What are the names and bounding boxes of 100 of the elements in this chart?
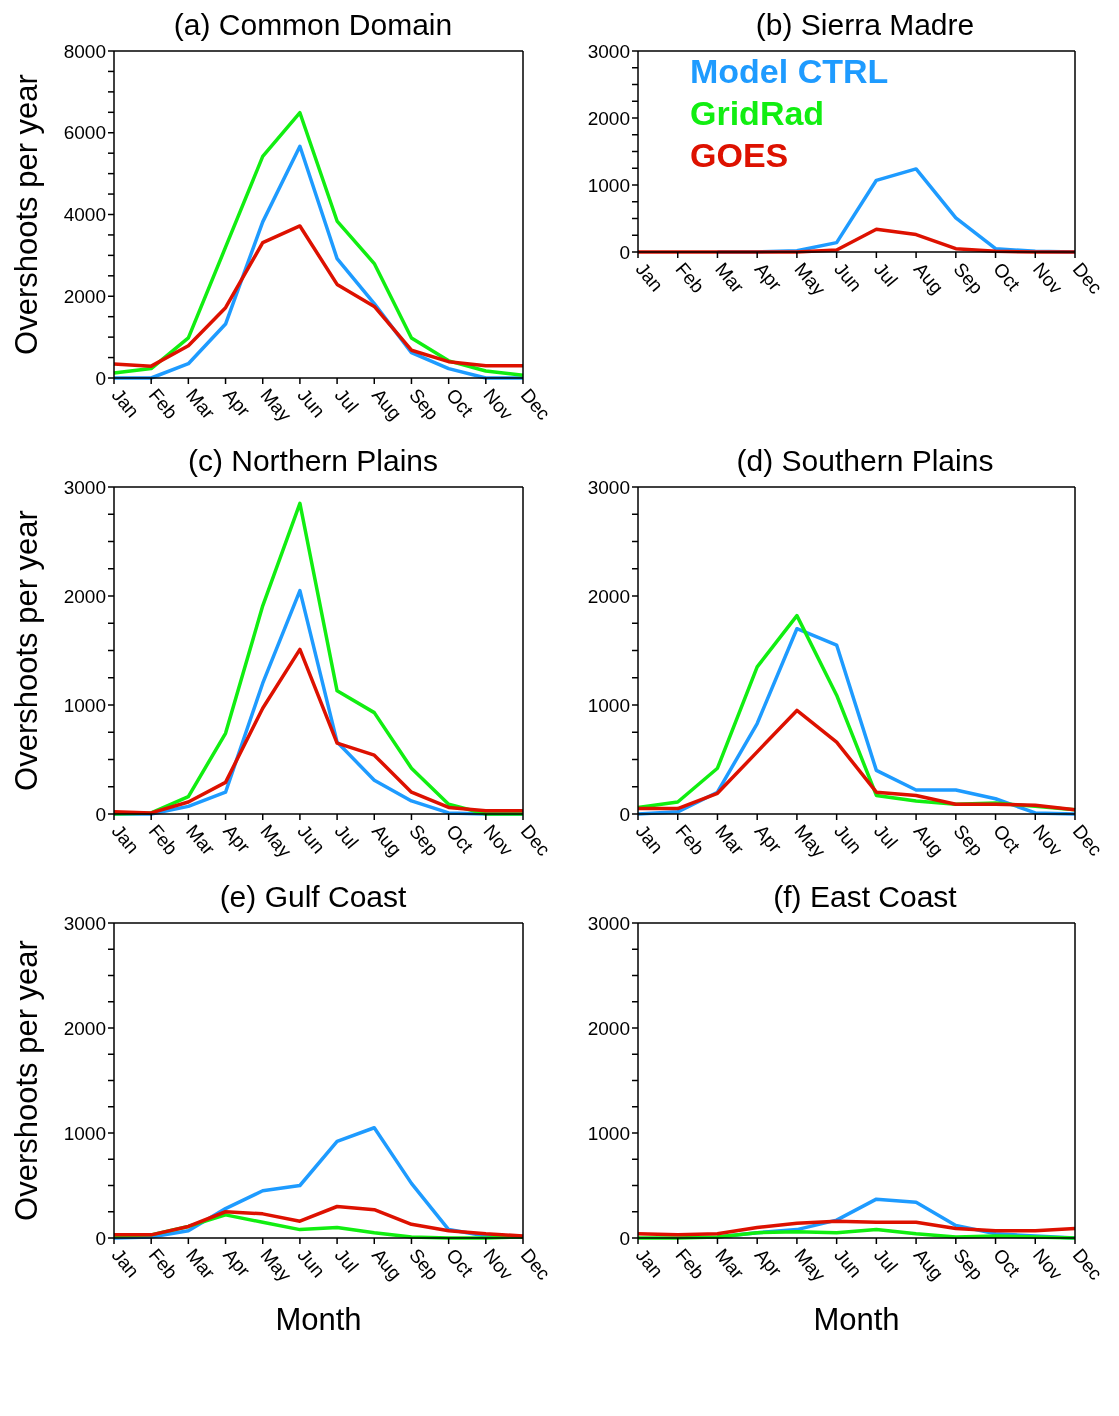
x-tick-label: Jun [830,820,867,858]
x-tick-label: Aug [909,258,948,298]
x-tick-label: Aug [367,1244,406,1284]
y-tick-label: 3000 [63,476,106,498]
x-tick-label: Jan [631,258,668,296]
x-tick-label: Jul [869,820,902,853]
y-axis-title: Overshoots per year [9,74,45,355]
x-tick-label: Feb [144,1244,182,1284]
x-tick-label: Jul [869,1244,902,1277]
x-tick-label: Dec [1068,820,1107,860]
x-tick-label: Dec [1068,1244,1107,1284]
x-tick-label: Jan [631,1244,668,1282]
y-tick-label: 0 [95,367,106,389]
x-tick-label: Oct [989,258,1025,296]
x-tick-label: Aug [367,384,406,424]
text: Model CTRL [690,51,889,92]
x-tick-label: Sep [405,384,443,424]
x-tick-label: Feb [671,820,709,860]
x-tick-label: Jul [330,820,363,853]
y-tick-label: 2000 [63,285,106,307]
x-tick-label: Apr [750,820,787,858]
x-tick-label: Jul [869,258,902,291]
x-tick-label: Jun [293,820,330,858]
x-tick-label: Sep [949,258,988,298]
y-tick-label: 0 [619,241,630,263]
y-axis-title: Overshoots per year [9,510,45,791]
y-tick-label: 6000 [63,122,106,144]
x-tick-label: Aug [909,1244,948,1284]
x-tick-label: Oct [989,1244,1025,1282]
x-tick-label: Apr [219,384,255,422]
y-tick-label: 0 [619,1227,630,1249]
y-tick-label: 1000 [63,694,106,716]
x-tick-label: Aug [909,820,948,860]
x-tick-label: Sep [405,1244,443,1284]
x-tick-label: Nov [1028,258,1068,299]
y-tick-label: 4000 [63,204,106,226]
x-tick-label: Jul [330,384,363,417]
y-axis-title: Overshoots per year [9,940,45,1221]
x-tick-label: Mar [711,820,749,860]
y-tick-label: 1000 [587,1122,630,1144]
line-series [112,224,525,368]
y-tick-label: 3000 [587,912,630,934]
x-tick-label: Mar [711,1244,749,1284]
x-tick-label: Mar [711,258,749,298]
x-tick-label: Oct [442,820,478,858]
x-tick-label: Feb [144,384,182,424]
x-tick-label: Dec [516,1244,555,1284]
y-tick-label: 2000 [587,1017,630,1039]
y-tick-label: 2000 [63,585,106,607]
x-tick-label: Mar [181,820,220,860]
x-tick-label: Apr [750,258,787,296]
x-axis-title: Month [275,1302,362,1337]
x-tick-label: Jul [330,1244,363,1277]
chart-title: (d) Southern Plains [735,444,995,478]
x-tick-label: Dec [516,820,555,860]
chart-title: (f) East Coast [772,880,958,914]
text: GOES [690,135,790,176]
x-tick-label: Apr [219,820,255,858]
x-tick-label: Jun [293,1244,330,1282]
x-tick-label: Mar [181,384,220,424]
y-tick-label: 1000 [63,1122,106,1144]
x-tick-label: Nov [479,820,518,861]
x-tick-label: Jan [107,820,144,858]
y-tick-label: 2000 [587,585,630,607]
x-tick-label: Jan [107,1244,144,1282]
x-tick-label: Oct [989,820,1025,858]
y-tick-label: 3000 [587,40,630,62]
x-tick-label: Feb [671,258,709,298]
y-tick-label: 1000 [587,174,630,196]
y-tick-label: 3000 [63,912,106,934]
x-tick-label: Dec [516,384,555,424]
x-tick-label: Dec [1068,258,1107,298]
chart-title: (e) Gulf Coast [218,880,408,914]
x-tick-label: Sep [405,820,443,860]
x-tick-label: Sep [949,820,988,860]
x-tick-label: Feb [144,820,182,860]
x-axis-title: Month [813,1302,900,1337]
chart-title: (c) Northern Plains [186,444,440,478]
x-tick-label: Mar [181,1244,220,1284]
x-tick-label: Nov [1028,1244,1068,1285]
x-tick-label: Jan [107,384,144,422]
x-tick-label: Feb [671,1244,709,1284]
x-tick-label: Oct [442,1244,478,1282]
x-tick-label: Jun [830,1244,867,1282]
x-tick-label: Nov [479,384,518,425]
y-tick-label: 2000 [63,1017,106,1039]
y-tick-label: 2000 [587,107,630,129]
x-tick-label: Jun [830,258,867,296]
x-tick-label: Oct [442,384,478,422]
x-tick-label: Apr [219,1244,255,1282]
x-tick-label: Aug [367,820,406,860]
x-tick-label: Nov [1028,820,1068,861]
chart-title: (b) Sierra Madre [754,8,976,42]
y-tick-label: 0 [619,803,630,825]
y-tick-label: 3000 [587,476,630,498]
x-tick-label: Sep [949,1244,988,1284]
x-tick-label: Jun [293,384,330,422]
y-tick-label: 1000 [587,694,630,716]
y-tick-label: 0 [95,1227,106,1249]
chart-title: (a) Common Domain [172,8,454,42]
